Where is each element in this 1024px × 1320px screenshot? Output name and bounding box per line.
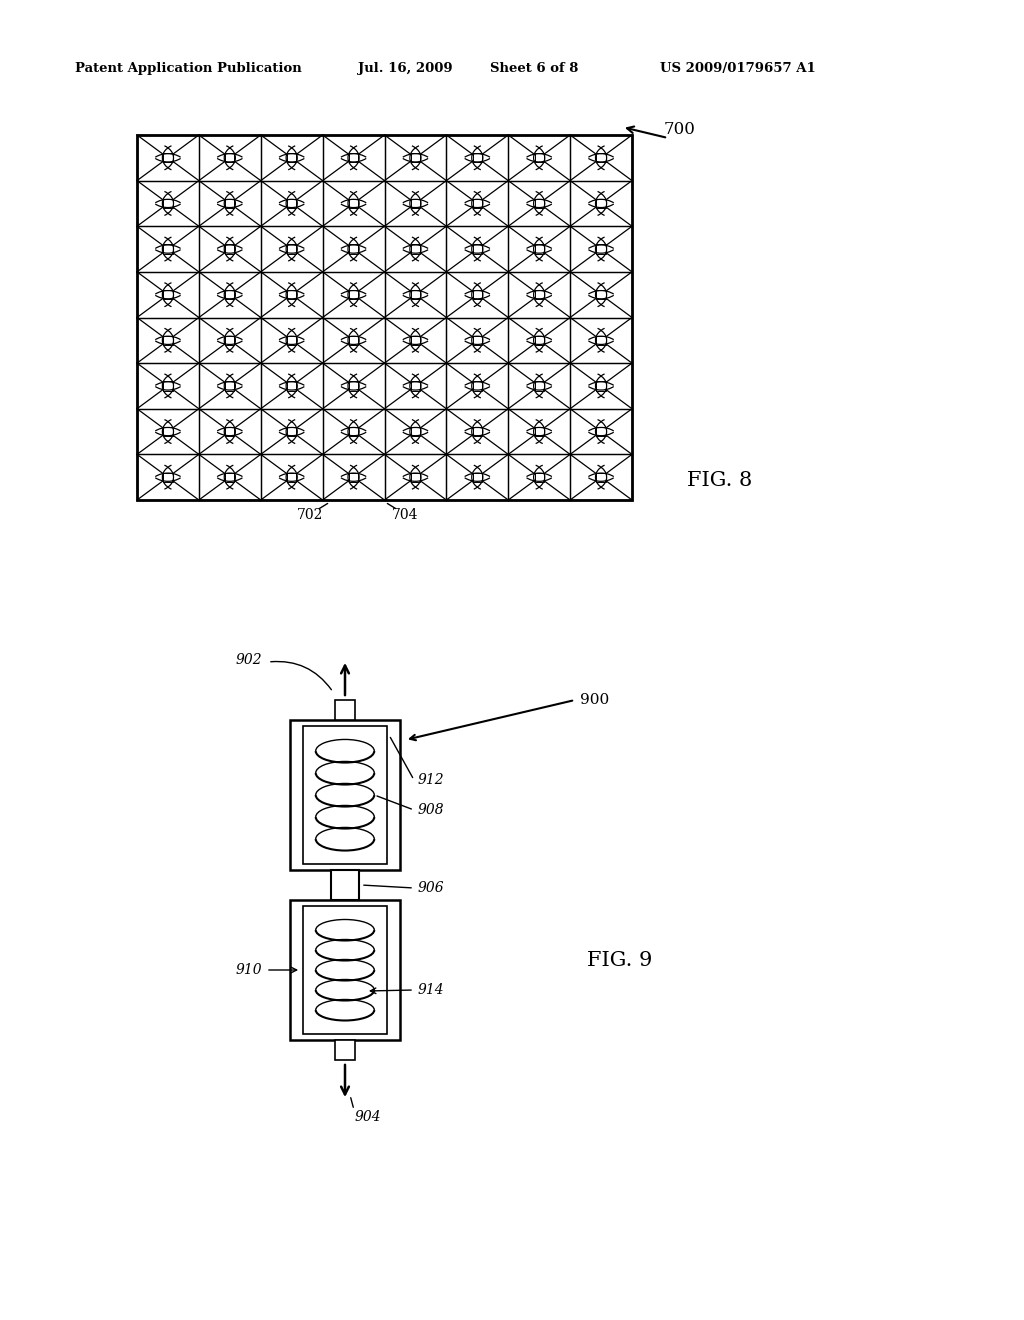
Bar	[225, 473, 234, 482]
Bar	[303, 906, 387, 1034]
Bar	[535, 199, 544, 209]
Bar	[473, 381, 482, 391]
Bar	[596, 473, 606, 482]
Text: 910: 910	[236, 964, 262, 977]
Bar	[473, 426, 482, 436]
Text: 704: 704	[392, 508, 418, 521]
Bar	[349, 335, 358, 345]
Bar	[137, 135, 632, 500]
Bar	[225, 426, 234, 436]
Bar	[287, 290, 296, 300]
Bar	[411, 199, 420, 209]
Bar	[411, 153, 420, 162]
Bar	[335, 1040, 355, 1060]
Bar	[349, 153, 358, 162]
Bar	[411, 290, 420, 300]
Text: 700: 700	[664, 121, 696, 139]
Bar	[535, 290, 544, 300]
Text: Sheet 6 of 8: Sheet 6 of 8	[490, 62, 579, 75]
Text: 914: 914	[418, 983, 444, 997]
Bar	[349, 381, 358, 391]
Bar	[290, 900, 400, 1040]
Bar	[225, 290, 234, 300]
Bar	[596, 381, 606, 391]
Bar	[349, 426, 358, 436]
Bar	[335, 700, 355, 719]
Text: 702: 702	[297, 508, 324, 521]
Bar	[411, 426, 420, 436]
Bar	[596, 244, 606, 253]
Bar	[287, 199, 296, 209]
Text: FIG. 9: FIG. 9	[588, 950, 652, 969]
Bar	[349, 473, 358, 482]
Bar	[290, 719, 400, 870]
Bar	[225, 244, 234, 253]
Bar	[596, 426, 606, 436]
Bar	[287, 244, 296, 253]
Bar	[473, 335, 482, 345]
Bar	[163, 335, 173, 345]
Bar	[287, 473, 296, 482]
Bar	[287, 381, 296, 391]
Bar	[303, 726, 387, 865]
Bar	[287, 153, 296, 162]
Bar	[349, 290, 358, 300]
Text: 908: 908	[418, 803, 444, 817]
Text: 912: 912	[418, 774, 444, 787]
Bar	[411, 244, 420, 253]
Bar	[411, 381, 420, 391]
Bar	[535, 153, 544, 162]
Bar	[163, 199, 173, 209]
Bar	[411, 335, 420, 345]
Text: 906: 906	[418, 880, 444, 895]
Text: 900: 900	[580, 693, 609, 708]
Text: US 2009/0179657 A1: US 2009/0179657 A1	[660, 62, 816, 75]
Bar	[163, 473, 173, 482]
Text: 904: 904	[355, 1110, 382, 1125]
Bar	[535, 381, 544, 391]
Bar	[225, 199, 234, 209]
Text: Jul. 16, 2009: Jul. 16, 2009	[358, 62, 453, 75]
Bar	[411, 473, 420, 482]
Bar	[473, 244, 482, 253]
Bar	[596, 290, 606, 300]
Bar	[163, 426, 173, 436]
Bar	[225, 335, 234, 345]
Bar	[535, 426, 544, 436]
Bar	[473, 290, 482, 300]
Bar	[596, 335, 606, 345]
Bar	[535, 473, 544, 482]
Bar	[163, 244, 173, 253]
Bar	[473, 473, 482, 482]
Bar	[225, 381, 234, 391]
Bar	[535, 335, 544, 345]
Text: FIG. 8: FIG. 8	[687, 470, 753, 490]
Bar	[473, 153, 482, 162]
Bar	[331, 870, 359, 900]
Bar	[287, 335, 296, 345]
Bar	[349, 244, 358, 253]
Text: Patent Application Publication: Patent Application Publication	[75, 62, 302, 75]
Bar	[596, 153, 606, 162]
Bar	[225, 153, 234, 162]
Bar	[163, 381, 173, 391]
Bar	[473, 199, 482, 209]
Bar	[163, 153, 173, 162]
Bar	[349, 199, 358, 209]
Bar	[287, 426, 296, 436]
Bar	[535, 244, 544, 253]
Text: 902: 902	[236, 653, 262, 667]
Bar	[596, 199, 606, 209]
Bar	[163, 290, 173, 300]
